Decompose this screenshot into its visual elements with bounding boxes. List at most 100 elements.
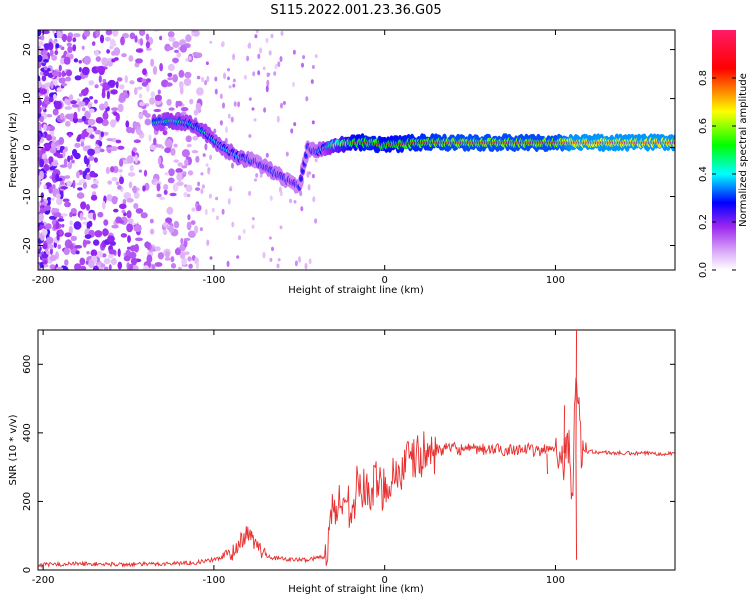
heatmap-cell xyxy=(48,96,54,103)
heatmap-cell xyxy=(120,233,128,238)
heatmap-cell xyxy=(85,204,90,211)
heatmap-cell xyxy=(178,69,185,78)
heatmap-cell xyxy=(140,212,148,219)
heatmap-cell xyxy=(97,65,106,74)
heatmap-cell xyxy=(238,235,241,241)
heatmap-y-tick-label: 0 xyxy=(22,144,33,150)
figure-title: S115.2022.001.23.36.G05 xyxy=(270,3,441,18)
heatmap-cell xyxy=(314,54,318,59)
heatmap-cell xyxy=(87,148,95,156)
heatmap-cell xyxy=(38,150,43,157)
heatmap-y-tick-label: 10 xyxy=(22,92,33,105)
heatmap-cell xyxy=(78,179,86,184)
heatmap-cell xyxy=(81,66,90,76)
heatmap-cell xyxy=(98,75,102,83)
heatmap-cell xyxy=(113,111,118,116)
heatmap-cell xyxy=(138,93,143,99)
heatmap-cell xyxy=(207,167,211,172)
snr-y-tick-label: 600 xyxy=(22,355,33,374)
heatmap-cell xyxy=(68,243,74,250)
heatmap-cell xyxy=(248,97,252,101)
heatmap-cell xyxy=(80,265,87,270)
heatmap-cell xyxy=(148,134,152,142)
heatmap-cell xyxy=(119,203,127,210)
heatmap-cell xyxy=(232,78,236,83)
heatmap-cell xyxy=(51,184,56,190)
heatmap-cell xyxy=(56,87,62,93)
heatmap-cell xyxy=(100,263,106,268)
heatmap-cell xyxy=(87,119,96,126)
heatmap-cell xyxy=(202,153,206,157)
heatmap-cell xyxy=(200,172,204,176)
heatmap-cell xyxy=(130,257,138,266)
heatmap-cell xyxy=(38,213,44,222)
heatmap-cell xyxy=(266,79,270,87)
heatmap-cell xyxy=(174,248,181,256)
heatmap-cell xyxy=(232,83,236,88)
heatmap-cell xyxy=(87,103,93,109)
heatmap-cell xyxy=(223,72,226,80)
heatmap-cell xyxy=(39,224,44,230)
heatmap-cell xyxy=(70,208,77,214)
colorbar-tick-label: 0.6 xyxy=(698,118,709,134)
heatmap-cell xyxy=(209,154,213,161)
heatmap-cell xyxy=(154,94,162,102)
heatmap-cell xyxy=(99,103,106,111)
heatmap-cell xyxy=(51,54,57,61)
heatmap-cell xyxy=(196,87,204,96)
heatmap-cell xyxy=(149,144,157,151)
heatmap-cell xyxy=(38,134,41,143)
heatmap-cell xyxy=(106,49,110,54)
heatmap-cell xyxy=(170,148,176,156)
heatmap-cell xyxy=(160,145,165,149)
heatmap-cell xyxy=(187,214,191,221)
heatmap-cell xyxy=(60,213,68,217)
heatmap-cell xyxy=(176,100,183,107)
heatmap-cell xyxy=(61,33,68,42)
colorbar-label: Normalized spectral amplitude xyxy=(738,73,749,227)
heatmap-cell xyxy=(187,193,191,198)
snr-x-axis-label: Height of straight line (km) xyxy=(288,584,424,595)
heatmap-cell xyxy=(211,207,215,213)
heatmap-cell xyxy=(268,236,272,240)
heatmap-cell xyxy=(38,175,42,182)
heatmap-cell xyxy=(168,168,175,177)
heatmap-cell xyxy=(164,147,172,154)
heatmap-cell xyxy=(57,244,62,250)
heatmap-cell xyxy=(80,141,85,147)
heatmap-cell xyxy=(270,33,274,39)
heatmap-cell xyxy=(126,246,131,250)
heatmap-cell xyxy=(133,139,141,143)
colorbar-tick-label: 0.4 xyxy=(698,166,709,182)
heatmap-cell xyxy=(73,58,79,63)
snr-y-ticks: 0 200 400 600 xyxy=(22,355,675,573)
heatmap-cell xyxy=(136,129,143,136)
heatmap-cell xyxy=(93,239,100,246)
heatmap-cell xyxy=(63,56,71,65)
heatmap-cell xyxy=(159,163,164,168)
heatmap-cell xyxy=(131,265,139,270)
heatmap-cell xyxy=(185,184,193,192)
heatmap-cell xyxy=(137,86,143,90)
heatmap-cell xyxy=(165,250,170,259)
heatmap-cell xyxy=(56,233,60,241)
heatmap-cell xyxy=(39,261,44,269)
heatmap-cell xyxy=(121,53,127,58)
heatmap-cell xyxy=(110,166,115,173)
heatmap-cell xyxy=(89,96,94,100)
heatmap-cell xyxy=(180,107,189,112)
heatmap-cell xyxy=(265,85,269,93)
heatmap-cell xyxy=(115,139,122,144)
heatmap-cell xyxy=(43,43,51,48)
heatmap-cell xyxy=(311,120,315,125)
heatmap-cell xyxy=(72,44,77,52)
heatmap-cell xyxy=(139,101,146,107)
heatmap-cell xyxy=(299,177,303,181)
heatmap-cell xyxy=(51,208,60,213)
snr-peak xyxy=(563,405,566,454)
heatmap-cell xyxy=(99,34,105,44)
heatmap-cell xyxy=(162,229,168,235)
heatmap-y-tick-label: -10 xyxy=(22,188,33,204)
heatmap-cell xyxy=(121,209,126,214)
